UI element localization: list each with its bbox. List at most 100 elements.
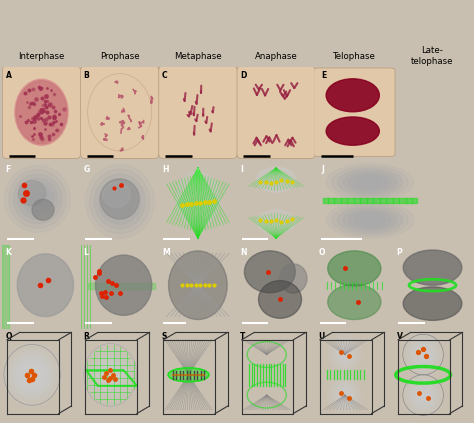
Ellipse shape bbox=[27, 370, 37, 380]
Ellipse shape bbox=[405, 335, 441, 374]
Ellipse shape bbox=[34, 195, 41, 202]
Ellipse shape bbox=[349, 211, 391, 229]
Ellipse shape bbox=[17, 254, 73, 316]
Ellipse shape bbox=[421, 353, 425, 356]
Ellipse shape bbox=[82, 343, 138, 407]
Ellipse shape bbox=[22, 183, 54, 215]
Text: F: F bbox=[6, 165, 11, 173]
Text: Q: Q bbox=[6, 332, 12, 341]
Text: Late-
telophase: Late- telophase bbox=[411, 47, 454, 66]
Ellipse shape bbox=[328, 375, 362, 415]
Ellipse shape bbox=[280, 264, 307, 293]
Ellipse shape bbox=[349, 173, 391, 191]
Ellipse shape bbox=[419, 350, 428, 359]
Ellipse shape bbox=[103, 184, 137, 220]
Text: V: V bbox=[397, 332, 402, 341]
Ellipse shape bbox=[168, 368, 209, 382]
Ellipse shape bbox=[12, 353, 53, 397]
Text: Anaphase: Anaphase bbox=[255, 52, 298, 60]
Ellipse shape bbox=[337, 206, 402, 233]
Text: L: L bbox=[84, 248, 89, 257]
Ellipse shape bbox=[108, 188, 132, 214]
Ellipse shape bbox=[90, 169, 150, 233]
Ellipse shape bbox=[245, 251, 295, 293]
Ellipse shape bbox=[337, 345, 353, 364]
Text: Telophase: Telophase bbox=[333, 52, 376, 60]
Text: Prophase: Prophase bbox=[100, 52, 139, 60]
Ellipse shape bbox=[30, 373, 34, 376]
Ellipse shape bbox=[13, 174, 62, 224]
Ellipse shape bbox=[408, 379, 438, 412]
Text: C: C bbox=[162, 71, 167, 80]
Ellipse shape bbox=[343, 353, 346, 357]
Ellipse shape bbox=[326, 201, 414, 238]
FancyBboxPatch shape bbox=[237, 66, 315, 159]
Ellipse shape bbox=[416, 387, 430, 403]
Ellipse shape bbox=[26, 187, 49, 211]
Ellipse shape bbox=[421, 393, 425, 397]
Ellipse shape bbox=[9, 349, 55, 400]
Ellipse shape bbox=[5, 165, 71, 233]
Ellipse shape bbox=[402, 332, 444, 377]
Ellipse shape bbox=[340, 390, 350, 401]
Ellipse shape bbox=[410, 382, 436, 409]
Text: T: T bbox=[240, 332, 246, 341]
FancyBboxPatch shape bbox=[2, 66, 81, 159]
Ellipse shape bbox=[176, 172, 219, 226]
Text: R: R bbox=[84, 332, 90, 341]
Ellipse shape bbox=[90, 352, 131, 398]
Text: U: U bbox=[319, 332, 325, 341]
Ellipse shape bbox=[326, 164, 414, 201]
Ellipse shape bbox=[32, 199, 54, 220]
Ellipse shape bbox=[85, 165, 154, 238]
Ellipse shape bbox=[30, 191, 45, 206]
Ellipse shape bbox=[340, 349, 350, 360]
Ellipse shape bbox=[360, 216, 380, 224]
Ellipse shape bbox=[337, 386, 353, 404]
Ellipse shape bbox=[410, 341, 436, 368]
Ellipse shape bbox=[18, 360, 46, 390]
Ellipse shape bbox=[334, 382, 356, 408]
Ellipse shape bbox=[402, 373, 444, 418]
Ellipse shape bbox=[86, 348, 135, 402]
Ellipse shape bbox=[93, 356, 127, 393]
Ellipse shape bbox=[332, 204, 408, 236]
Ellipse shape bbox=[326, 79, 379, 112]
Ellipse shape bbox=[337, 168, 402, 196]
Ellipse shape bbox=[21, 363, 43, 387]
Text: N: N bbox=[240, 248, 246, 257]
Ellipse shape bbox=[100, 179, 139, 219]
Ellipse shape bbox=[416, 347, 430, 362]
Ellipse shape bbox=[365, 180, 374, 184]
Ellipse shape bbox=[256, 167, 296, 192]
Ellipse shape bbox=[99, 179, 141, 224]
Ellipse shape bbox=[328, 251, 381, 286]
Ellipse shape bbox=[24, 366, 40, 383]
Ellipse shape bbox=[109, 373, 112, 376]
Ellipse shape bbox=[18, 179, 58, 220]
Text: E: E bbox=[321, 71, 327, 80]
Text: O: O bbox=[319, 248, 325, 257]
Ellipse shape bbox=[355, 176, 386, 189]
Text: B: B bbox=[84, 71, 90, 80]
Bar bbox=[88, 283, 155, 288]
Ellipse shape bbox=[408, 338, 438, 371]
Ellipse shape bbox=[112, 193, 128, 210]
Ellipse shape bbox=[413, 344, 433, 365]
Ellipse shape bbox=[403, 250, 462, 285]
Text: G: G bbox=[84, 165, 90, 173]
Ellipse shape bbox=[15, 79, 68, 145]
Ellipse shape bbox=[116, 198, 123, 205]
Text: I: I bbox=[240, 165, 243, 173]
FancyBboxPatch shape bbox=[81, 66, 159, 159]
Ellipse shape bbox=[403, 287, 462, 320]
Ellipse shape bbox=[95, 255, 152, 316]
Ellipse shape bbox=[332, 166, 408, 198]
FancyBboxPatch shape bbox=[159, 66, 237, 159]
Ellipse shape bbox=[419, 390, 428, 400]
Text: S: S bbox=[162, 332, 167, 341]
Text: P: P bbox=[397, 248, 402, 257]
Ellipse shape bbox=[360, 178, 380, 187]
FancyBboxPatch shape bbox=[314, 68, 395, 157]
Text: H: H bbox=[162, 165, 168, 173]
